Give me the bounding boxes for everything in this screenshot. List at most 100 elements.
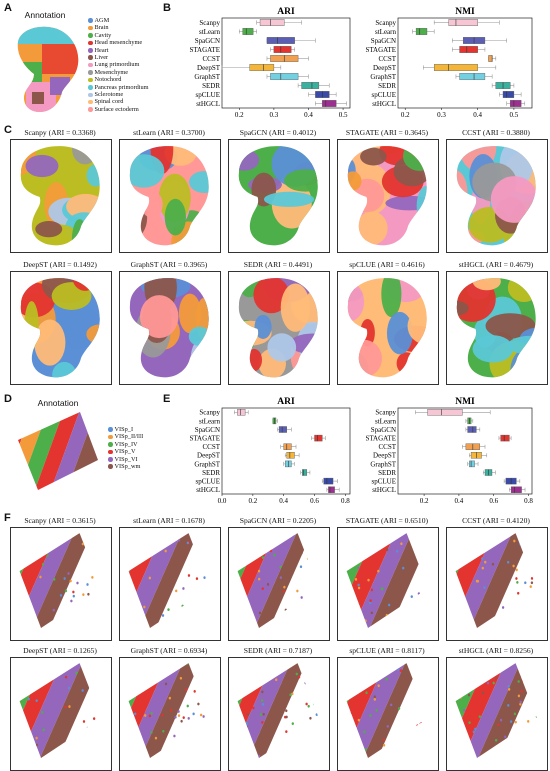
category-label: DeepST xyxy=(373,64,397,72)
panel-d-tissue-image xyxy=(10,410,100,494)
x-tick-label: 0.3 xyxy=(270,111,279,119)
category-label: CCST xyxy=(202,55,220,63)
category-label: SEDR xyxy=(378,469,396,477)
box-stlearn xyxy=(465,417,474,425)
category-label: Scanpy xyxy=(199,409,220,417)
chart-title: NMI xyxy=(455,7,475,17)
box-graphst xyxy=(266,73,309,80)
box-stagate xyxy=(311,434,326,442)
panel-f-tile-spclue xyxy=(337,657,439,771)
box-sedr xyxy=(482,469,496,476)
panel-f-title-spagcn: SpaGCN (ARI = 0.2205) xyxy=(239,516,317,525)
box-scanpy xyxy=(234,409,249,416)
panel-d-legend: VISp_I VISp_II/III VISp_IV VISp_V VISp_V… xyxy=(108,426,143,470)
panel-c-title-sedr: SEDR (ARI = 0.4491) xyxy=(243,260,313,269)
panel-letter-d: D xyxy=(4,393,12,405)
panel-c-spatial-plot-stagate xyxy=(347,146,427,246)
panel-a-tissue-image xyxy=(12,22,82,118)
category-label: STAGATE xyxy=(189,46,220,54)
x-tick-label: 0.5 xyxy=(510,111,519,119)
box-scanpy xyxy=(433,19,500,26)
x-tick-label: 0.6 xyxy=(489,497,498,505)
box-graphst xyxy=(283,460,295,468)
panel-c-tile-stagate xyxy=(337,139,439,253)
panel-f-spatial-plot-stagate xyxy=(346,533,428,628)
chart-e-ari: ARI 0.0 0.2 0.4 0.6 0.8 ScanpystLearnSpaGCNSTA… xyxy=(189,397,351,505)
legend-item-pancreas-primordium: Pancreas primordium xyxy=(88,84,149,91)
panel-f-tile-sthgcl xyxy=(446,657,548,771)
panel-c-spatial-plot-spclue xyxy=(347,278,427,378)
box-sedr xyxy=(491,82,515,89)
category-label: SpaGCN xyxy=(371,37,396,45)
legend-item-visp-v: VISp_V xyxy=(108,448,143,455)
category-label: CCST xyxy=(378,443,396,451)
panel-f-spatial-plot-stlearn xyxy=(128,533,210,628)
panel-a-title: Annotation xyxy=(24,10,66,20)
category-label: stLearn xyxy=(375,417,396,425)
box-ccst xyxy=(280,443,297,450)
chart-b-nmi: NMI 0.2 0.3 0.4 0.5 ScanpystLearnSpaGCNSTAGAT… xyxy=(365,7,533,119)
x-tick-label: 0.4 xyxy=(473,111,482,119)
panel-c-tile-graphst xyxy=(119,271,221,385)
category-label: stLearn xyxy=(375,28,396,36)
x-tick-label: 0.0 xyxy=(218,497,227,505)
panel-f-spatial-plot-spclue xyxy=(346,663,428,758)
box-deepst xyxy=(469,452,488,459)
legend-item-brain: Brain xyxy=(88,24,149,31)
panel-c-spatial-plot-stlearn xyxy=(129,146,209,246)
legend-item-visp-vi: VISp_VI xyxy=(108,456,143,463)
category-label: DeepST xyxy=(197,64,221,72)
box-ccst xyxy=(488,55,497,62)
legend-item-cavity: Cavity xyxy=(88,32,149,39)
panel-c-title-spagcn: SpaGCN (ARI = 0.4012) xyxy=(239,128,317,137)
box-graphst xyxy=(467,460,479,468)
legend-item-mesenchyme: Mesenchyme xyxy=(88,69,149,76)
chart-title: NMI xyxy=(455,397,475,407)
x-tick-label: 0.3 xyxy=(437,111,446,119)
category-label: DeepST xyxy=(197,452,221,460)
category-label: stHGCL xyxy=(372,100,396,108)
legend-item-visp-i: VISp_I xyxy=(108,426,143,433)
category-label: SEDR xyxy=(378,82,396,90)
chart-e-nmi: NMI 0.2 0.4 0.6 0.8 ScanpystLearnSpaGCNSTAGAT… xyxy=(365,397,533,505)
panel-f-title-spclue: spCLUE (ARI = 0.8117) xyxy=(349,646,425,655)
category-label: stHGCL xyxy=(372,486,396,494)
box-sthgcl xyxy=(506,100,526,107)
panel-letter-c: C xyxy=(4,124,12,136)
panel-letter-e: E xyxy=(163,393,171,405)
category-label: STAGATE xyxy=(189,435,220,443)
panel-f-title-deepst: DeepST (ARI = 0.1265) xyxy=(23,646,97,655)
box-scanpy xyxy=(415,409,491,416)
panel-c-spatial-plot-spagcn xyxy=(238,146,318,246)
legend-item-sclerotome: Sclerotome xyxy=(88,91,149,98)
box-stagate xyxy=(270,46,295,53)
category-label: GraphST xyxy=(194,460,220,468)
box-sedr xyxy=(297,82,330,89)
panel-c-title-spclue: spCLUE (ARI = 0.4616) xyxy=(349,260,425,269)
box-stagate xyxy=(498,434,512,442)
panel-f-title-graphst: GraphST (ARI = 0.6934) xyxy=(130,646,208,655)
box-spclue xyxy=(308,91,337,98)
box-sedr xyxy=(300,469,311,476)
box-spclue xyxy=(321,477,338,485)
panel-c-tile-spagcn xyxy=(228,139,330,253)
box-spagcn xyxy=(465,426,481,433)
x-tick-label: 0.5 xyxy=(339,111,348,119)
panel-f-tile-ccst xyxy=(446,527,548,641)
box-ccst xyxy=(462,443,486,450)
category-label: CCST xyxy=(378,55,396,63)
category-label: spCLUE xyxy=(196,478,221,486)
panel-c-tile-scanpy xyxy=(10,139,112,253)
category-label: SpaGCN xyxy=(195,426,220,434)
x-tick-label: 0.4 xyxy=(279,497,288,505)
category-label: Scanpy xyxy=(375,19,396,27)
panel-c-spatial-plot-ccst xyxy=(456,146,536,246)
panel-f-spatial-plot-sedr xyxy=(237,663,318,758)
panel-f-tile-deepst xyxy=(10,657,112,771)
box-stlearn xyxy=(272,417,278,425)
box-sthgcl xyxy=(509,486,526,493)
chart-title: ARI xyxy=(277,7,295,17)
panel-d-title: Annotation xyxy=(37,398,79,408)
panel-f-title-sthgcl: stHGCL (ARI = 0.8256) xyxy=(458,646,534,655)
x-tick-label: 0.8 xyxy=(341,497,350,505)
